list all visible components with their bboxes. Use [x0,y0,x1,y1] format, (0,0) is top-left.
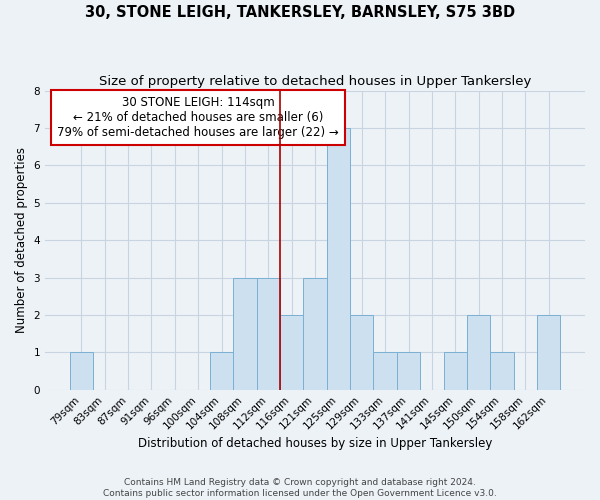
X-axis label: Distribution of detached houses by size in Upper Tankersley: Distribution of detached houses by size … [138,437,492,450]
Bar [304,278,327,390]
Title: Size of property relative to detached houses in Upper Tankersley: Size of property relative to detached ho… [99,75,531,88]
Text: 30 STONE LEIGH: 114sqm
← 21% of detached houses are smaller (6)
79% of semi-deta: 30 STONE LEIGH: 114sqm ← 21% of detached… [57,96,339,139]
Bar [233,278,257,390]
Text: 30, STONE LEIGH, TANKERSLEY, BARNSLEY, S75 3BD: 30, STONE LEIGH, TANKERSLEY, BARNSLEY, S… [85,5,515,20]
Bar [350,315,373,390]
Bar [443,352,467,390]
Bar [467,315,490,390]
Text: Contains HM Land Registry data © Crown copyright and database right 2024.
Contai: Contains HM Land Registry data © Crown c… [103,478,497,498]
Bar [490,352,514,390]
Bar [280,315,304,390]
Y-axis label: Number of detached properties: Number of detached properties [15,147,28,333]
Bar [537,315,560,390]
Bar [397,352,420,390]
Bar [257,278,280,390]
Bar [327,128,350,390]
Bar [373,352,397,390]
Bar [70,352,93,390]
Bar [210,352,233,390]
